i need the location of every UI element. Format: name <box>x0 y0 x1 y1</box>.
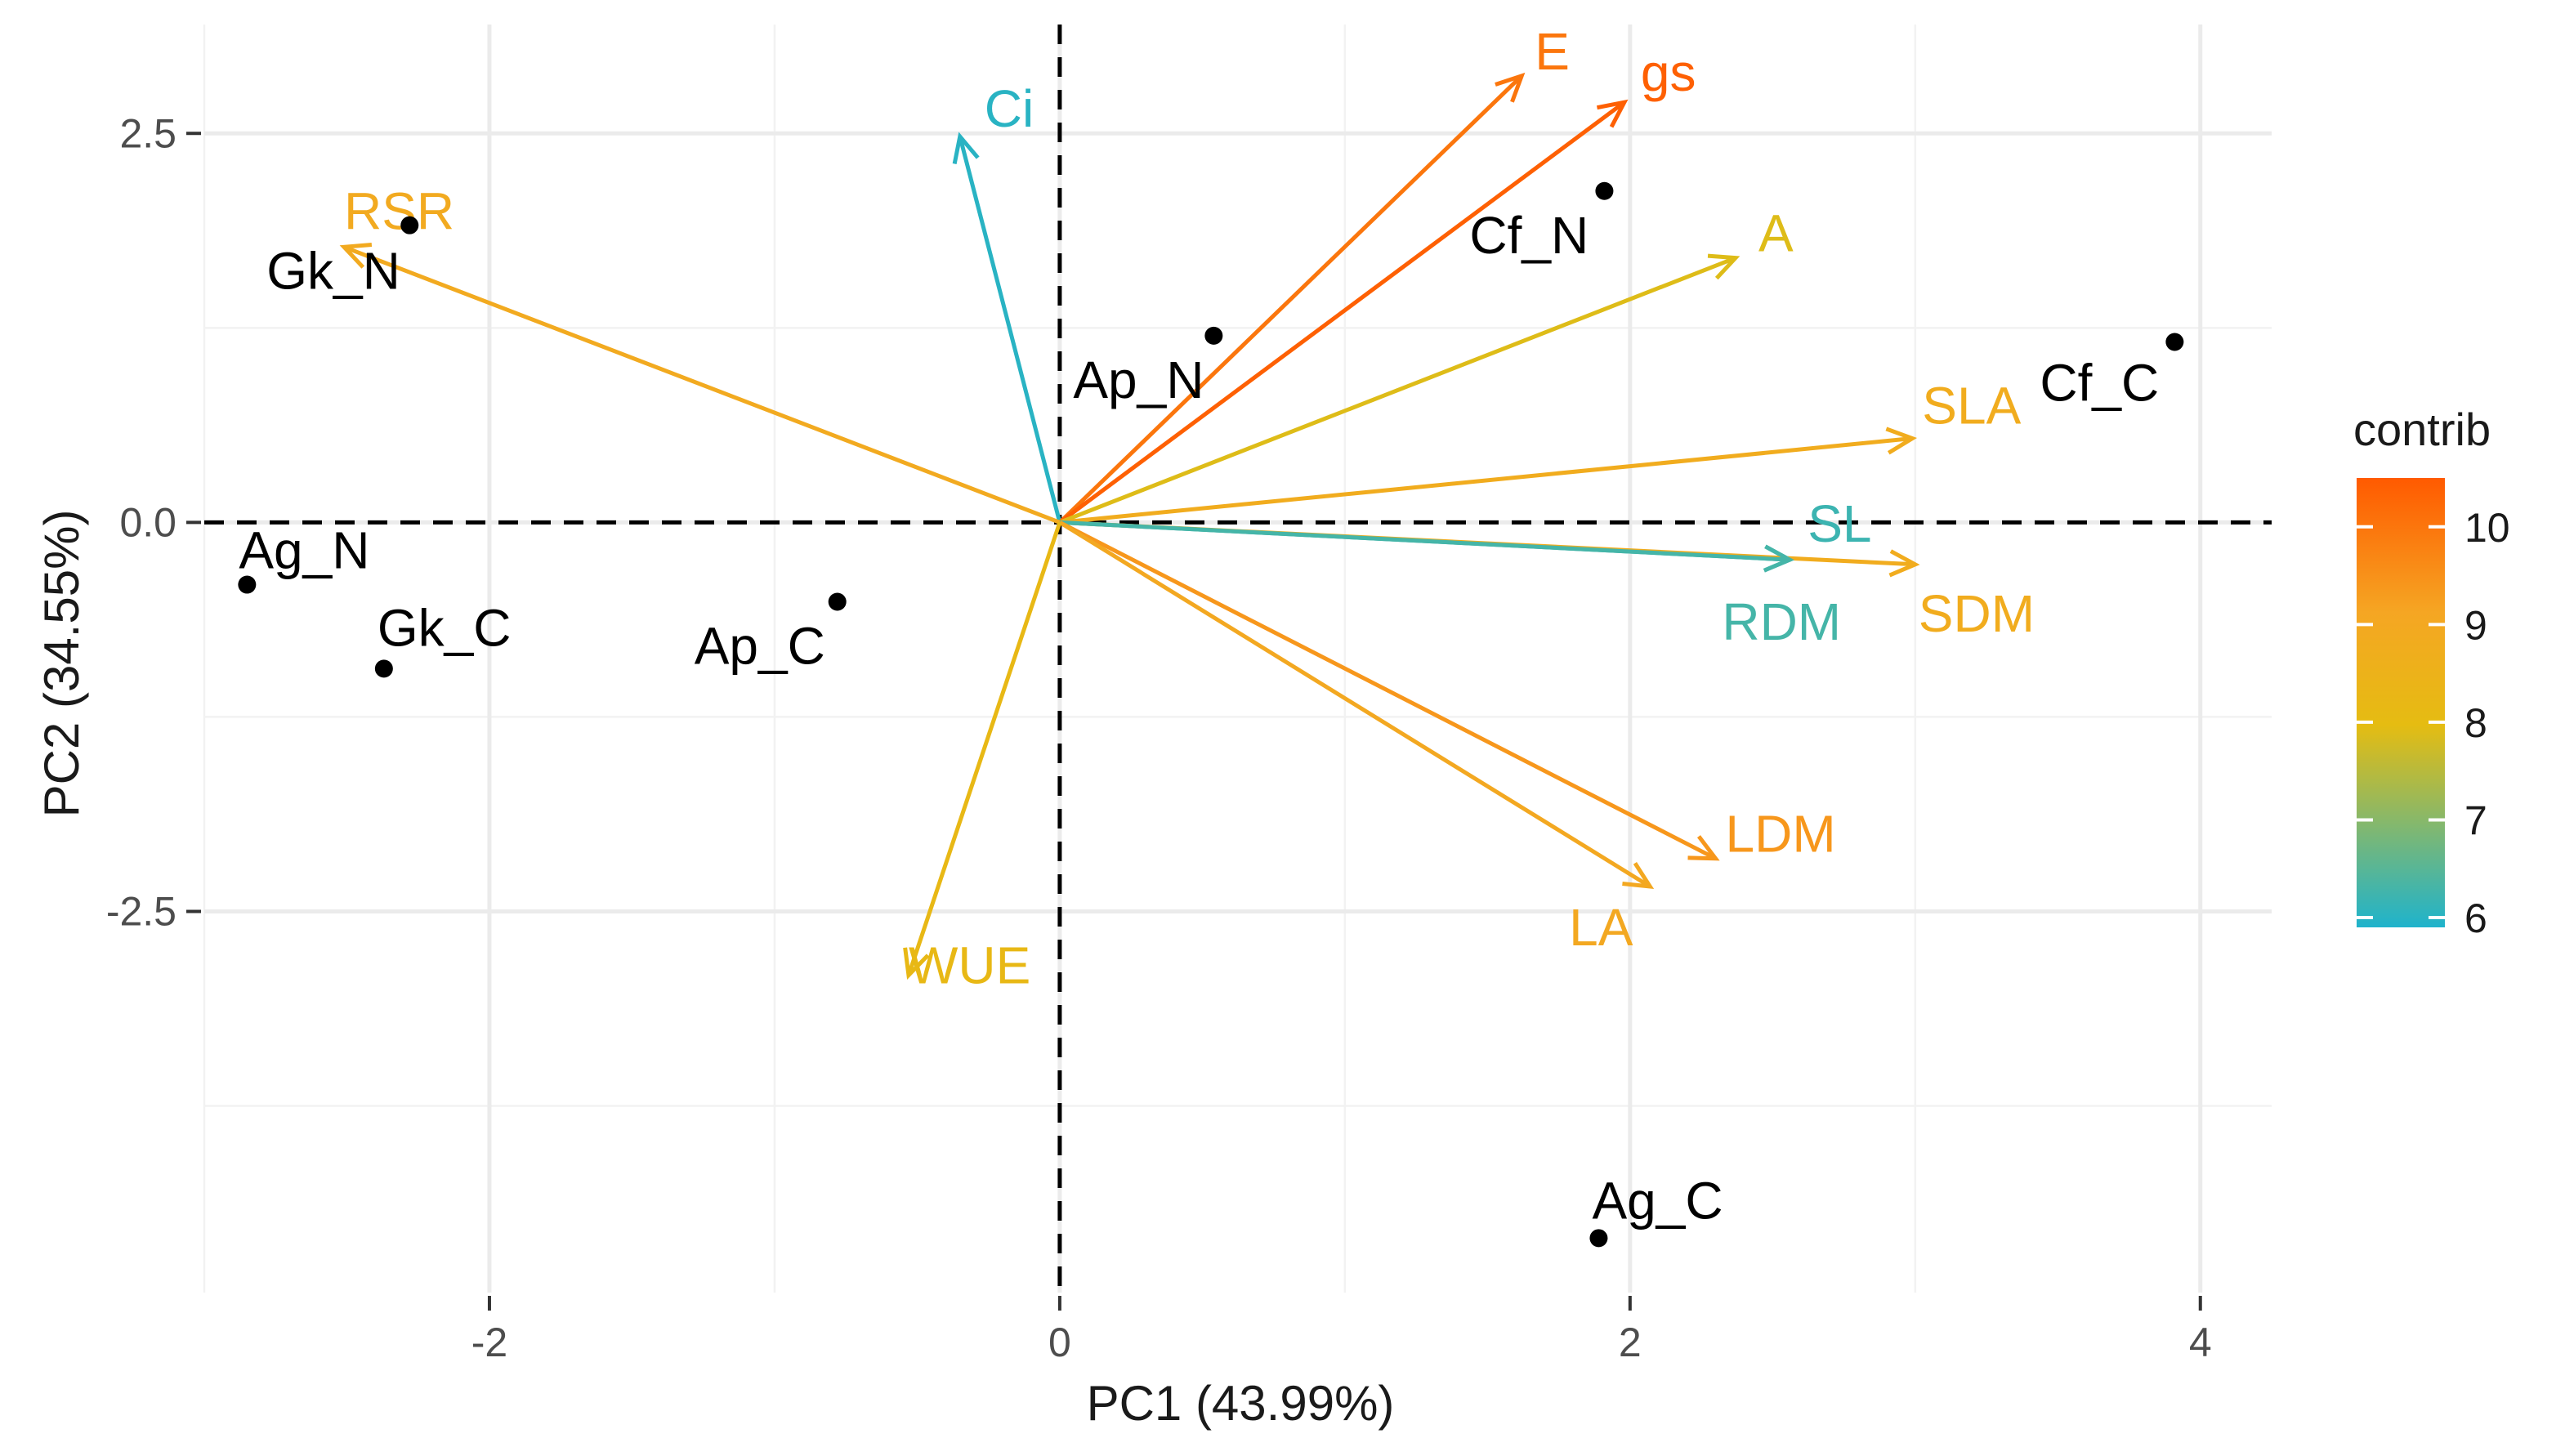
legend-colorbar <box>2357 478 2445 927</box>
variable-label: A <box>1758 204 1794 263</box>
variable-arrow-wue: WUE <box>903 521 1062 995</box>
x-tick-label: 0 <box>1048 1320 1071 1365</box>
individual-ap-n: Ap_N <box>1073 326 1223 409</box>
legend-tick-label: 8 <box>2464 700 2487 746</box>
arrow-head <box>339 243 373 269</box>
x-axis-label: PC1 (43.99%) <box>1087 1376 1395 1431</box>
legend-tick-label: 6 <box>2464 895 2487 941</box>
variable-label: LDM <box>1726 805 1836 864</box>
variable-label: RDM <box>1722 592 1841 651</box>
variable-arrow-gs: gs <box>1058 43 1696 525</box>
individual-label: Ag_N <box>239 521 369 580</box>
y-tick-label: -2.5 <box>106 888 177 934</box>
individual-points: Gk_N Cf_N Ap_N Cf_C Ag_NGk_C Ap_C Ag_C <box>238 181 2184 1248</box>
y-axis-label: PC2 (34.55%) <box>34 510 89 818</box>
arrow-head <box>1622 861 1655 890</box>
variable-arrow-a: A <box>1058 204 1794 525</box>
individual-point <box>374 659 393 678</box>
arrow-shaft <box>1058 74 1523 525</box>
individual-label: Ag_C <box>1592 1171 1723 1230</box>
legend-tick-label: 7 <box>2464 797 2487 843</box>
arrow-head <box>1687 835 1720 861</box>
arrow-shaft <box>1059 436 1913 525</box>
variable-arrows: Ci E gs A RSR SLA SL SDM RDM LDM LA WUE <box>339 22 2035 995</box>
y-tick-label: 0.0 <box>119 499 177 545</box>
variable-arrow-sla: SLA <box>1059 377 2022 525</box>
individual-label: Gk_N <box>266 242 400 301</box>
contrib-legend: contrib 6 7 8 9 10 <box>2353 404 2510 941</box>
arrow-shaft <box>1058 256 1736 525</box>
arrow-head <box>1885 427 1918 455</box>
variable-label: LA <box>1569 898 1633 957</box>
individual-point <box>238 575 257 594</box>
arrow-shaft <box>343 244 1061 525</box>
arrow-shaft <box>1058 520 1717 860</box>
individual-label: Ap_C <box>695 616 825 675</box>
individual-cf-c: Cf_C <box>2040 333 2184 412</box>
variable-label: Ci <box>985 79 1034 138</box>
arrow-head <box>1596 99 1629 128</box>
x-tick-label: 2 <box>1619 1320 1642 1365</box>
arrow-shaft <box>958 136 1062 524</box>
arrow-head <box>1707 253 1740 280</box>
individual-gk-c: Gk_C <box>374 598 512 678</box>
variable-arrow-e: E <box>1058 22 1570 525</box>
variable-label: SLA <box>1922 377 2021 435</box>
variable-arrow-rdm: RDM <box>1059 520 1841 651</box>
arrow-head <box>903 947 930 980</box>
individual-label: Ap_N <box>1073 351 1204 409</box>
variable-label: RSR <box>344 181 454 240</box>
x-tick-label: -2 <box>471 1320 507 1365</box>
legend-title: contrib <box>2353 404 2491 455</box>
individual-point <box>828 592 847 611</box>
variable-arrow-rsr: RSR <box>339 181 1061 525</box>
variable-label: SDM <box>1919 584 2035 643</box>
individual-point <box>2165 333 2184 351</box>
arrow-shaft <box>906 521 1062 976</box>
axis-ticks: -2 0 2 4 -2.5 0.0 2.5 <box>106 110 2212 1365</box>
arrow-head <box>952 132 980 164</box>
variable-arrow-ldm: LDM <box>1058 520 1836 864</box>
individual-point <box>400 216 419 234</box>
individual-label: Cf_N <box>1469 206 1589 265</box>
y-tick-label: 2.5 <box>119 110 177 156</box>
arrow-head <box>1763 544 1795 573</box>
arrow-head <box>1888 549 1920 578</box>
individual-point <box>1204 326 1223 345</box>
arrow-shaft <box>1059 520 1790 562</box>
legend-tick-label: 9 <box>2464 602 2487 648</box>
legend-tick-label: 10 <box>2464 505 2510 551</box>
individual-ap-c: Ap_C <box>695 592 847 675</box>
variable-arrow-ci: Ci <box>952 79 1062 524</box>
variable-label: SL <box>1808 494 1871 553</box>
variable-label: gs <box>1641 43 1696 102</box>
variable-arrow-la: LA <box>1058 520 1655 957</box>
variable-label: E <box>1535 22 1570 81</box>
x-tick-label: 4 <box>2189 1320 2212 1365</box>
individual-cf-n: Cf_N <box>1469 181 1614 265</box>
individual-point <box>1589 1229 1608 1248</box>
individual-gk-n: Gk_N <box>266 216 419 301</box>
zero-lines <box>204 25 2272 1293</box>
arrow-shaft <box>1058 100 1626 525</box>
arrow-head <box>1495 72 1526 103</box>
individual-ag-n: Ag_N <box>238 521 369 594</box>
arrow-shaft <box>1058 520 1651 889</box>
individual-point <box>1595 181 1614 200</box>
individual-label: Cf_C <box>2040 353 2159 412</box>
variable-label: WUE <box>909 936 1030 995</box>
individual-label: Gk_C <box>378 598 512 657</box>
individual-ag-c: Ag_C <box>1589 1171 1723 1248</box>
